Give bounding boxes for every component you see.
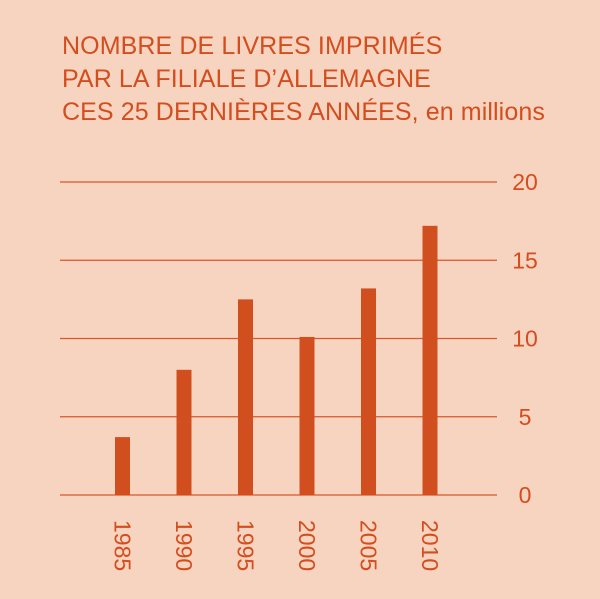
bar-2000 — [299, 336, 315, 495]
y-tick-label-20: 20 — [512, 169, 538, 195]
x-tick-label-1985: 1985 — [109, 520, 135, 571]
x-tick-label-1995: 1995 — [232, 520, 258, 571]
y-tick-label-10: 10 — [512, 326, 538, 352]
title-line-2: PAR LA FILIALE D’ALLEMAGNE — [62, 65, 431, 93]
x-tick-label-2005: 2005 — [355, 520, 381, 571]
bar-1985 — [115, 437, 130, 495]
chart-title: NOMBRE DE LIVRES IMPRIMÉS PAR LA FILIALE… — [62, 30, 545, 129]
y-tick-labels: 0 5 10 15 20 — [512, 169, 538, 508]
x-tick-label-2010: 2010 — [417, 520, 443, 571]
y-tick-label-5: 5 — [519, 404, 532, 430]
x-tick-label-1990: 1990 — [171, 520, 197, 571]
bars — [115, 225, 438, 495]
x-tick-labels: 1985 1990 1995 2000 2005 2010 — [109, 520, 443, 571]
y-tick-label-15: 15 — [512, 247, 538, 273]
title-line-3-text: CES 25 DERNIÈRES ANNÉES, — [62, 98, 419, 126]
title-line-1: NOMBRE DE LIVRES IMPRIMÉS — [62, 32, 443, 60]
bar-1990 — [176, 369, 192, 495]
title-line-3: CES 25 DERNIÈRES ANNÉES, en millions — [62, 96, 545, 129]
bar-2005 — [361, 288, 376, 495]
title-unit: en millions — [418, 98, 545, 126]
y-tick-label-0: 0 — [519, 482, 532, 508]
x-tick-label-2000: 2000 — [294, 520, 320, 571]
bar-1995 — [238, 299, 253, 495]
bar-2010 — [422, 225, 438, 495]
